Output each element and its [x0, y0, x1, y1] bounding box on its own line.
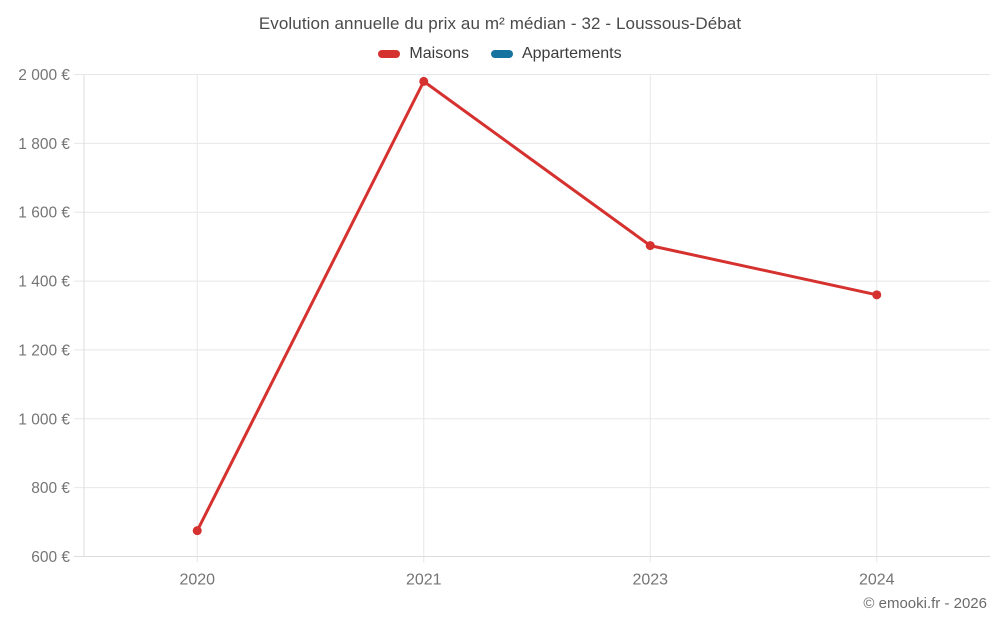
series-line-maisons — [195, 79, 879, 533]
data-point-maisons-2021[interactable] — [419, 76, 429, 86]
y-tick-label: 600 € — [31, 549, 70, 566]
y-tick-label: 1 600 € — [18, 205, 70, 222]
y-tick-label: 1 800 € — [18, 136, 70, 153]
data-point-maisons-2024[interactable] — [872, 290, 882, 300]
chart-legend: Maisons Appartements — [0, 45, 1000, 63]
y-tick-label: 800 € — [31, 480, 70, 497]
x-tick-label: 2021 — [406, 572, 442, 589]
x-tick-label: 2020 — [179, 572, 215, 589]
copyright-text: © emooki.fr - 2026 — [863, 595, 987, 612]
y-tick-label: 1 000 € — [18, 411, 70, 428]
legend-item-maisons[interactable]: Maisons — [378, 45, 469, 63]
x-tick-label: 2023 — [632, 572, 668, 589]
y-tick-label: 2 000 € — [18, 67, 70, 84]
legend-label: Appartements — [521, 45, 622, 62]
x-tick-label: 2024 — [859, 572, 895, 589]
legend-item-appartements[interactable]: Appartements — [490, 45, 622, 63]
y-tick-label: 1 200 € — [18, 342, 70, 359]
legend-label: Maisons — [409, 45, 469, 62]
legend-swatch-icon — [490, 50, 513, 58]
y-tick-label: 1 400 € — [18, 274, 70, 291]
legend-swatch-icon — [378, 50, 401, 58]
data-point-maisons-2023[interactable] — [645, 241, 655, 251]
data-point-maisons-2020[interactable] — [192, 526, 202, 536]
chart-title: Evolution annuelle du prix au m² médian … — [258, 14, 742, 33]
